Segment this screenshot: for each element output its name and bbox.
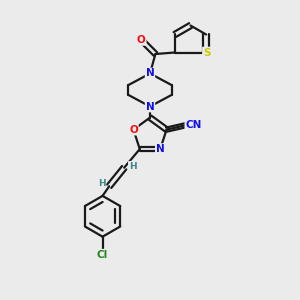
Text: O: O <box>137 35 146 45</box>
Text: N: N <box>156 144 165 154</box>
Text: Cl: Cl <box>97 250 108 260</box>
Text: H: H <box>98 179 106 188</box>
Text: O: O <box>129 124 138 135</box>
Text: N: N <box>146 68 154 79</box>
Text: S: S <box>203 47 210 58</box>
Text: N: N <box>146 101 154 112</box>
Text: H: H <box>129 162 136 171</box>
Text: CN: CN <box>185 119 202 130</box>
